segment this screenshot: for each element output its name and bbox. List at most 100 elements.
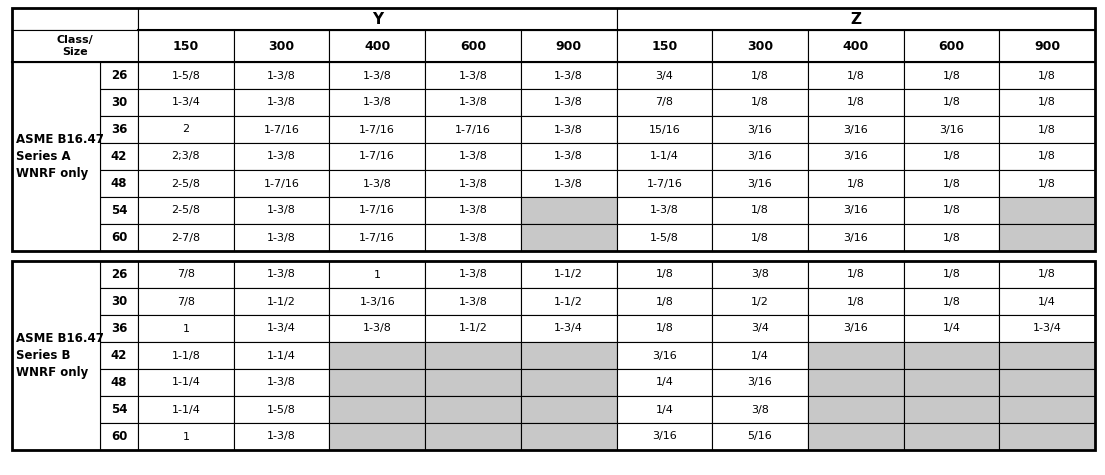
- Text: 48: 48: [110, 177, 127, 190]
- Text: 3/4: 3/4: [751, 323, 769, 333]
- Bar: [329, 143, 425, 170]
- Bar: [808, 288, 904, 315]
- Text: 1/8: 1/8: [943, 152, 960, 162]
- Bar: [808, 170, 904, 197]
- Text: 300: 300: [269, 39, 295, 53]
- Text: 1/8: 1/8: [655, 296, 673, 306]
- Bar: [713, 89, 808, 116]
- Text: 150: 150: [172, 39, 199, 53]
- Bar: [99, 342, 138, 369]
- Bar: [138, 8, 617, 30]
- Text: 400: 400: [843, 39, 869, 53]
- Bar: [999, 396, 1095, 423]
- Text: Class/
Size: Class/ Size: [56, 35, 94, 57]
- Bar: [425, 224, 520, 251]
- Bar: [808, 423, 904, 450]
- Bar: [999, 315, 1095, 342]
- Bar: [904, 62, 999, 89]
- Text: 1: 1: [182, 431, 189, 441]
- Text: 1/8: 1/8: [943, 97, 960, 107]
- Text: 1-1/4: 1-1/4: [171, 405, 200, 415]
- Bar: [425, 170, 520, 197]
- Bar: [617, 116, 713, 143]
- Bar: [904, 116, 999, 143]
- Bar: [904, 30, 999, 62]
- Bar: [99, 143, 138, 170]
- Bar: [138, 288, 233, 315]
- Bar: [233, 143, 329, 170]
- Bar: [425, 116, 520, 143]
- Text: 54: 54: [110, 403, 127, 416]
- Bar: [713, 423, 808, 450]
- Bar: [138, 89, 233, 116]
- Bar: [99, 261, 138, 288]
- Text: 36: 36: [110, 123, 127, 136]
- Bar: [999, 261, 1095, 288]
- Bar: [904, 170, 999, 197]
- Text: 1-7/16: 1-7/16: [646, 179, 682, 189]
- Text: 1/8: 1/8: [751, 232, 769, 243]
- Bar: [138, 315, 233, 342]
- Text: 30: 30: [110, 96, 127, 109]
- Bar: [904, 224, 999, 251]
- Text: 3/16: 3/16: [843, 232, 869, 243]
- Bar: [99, 62, 138, 89]
- Bar: [233, 30, 329, 62]
- Bar: [713, 62, 808, 89]
- Text: Y: Y: [371, 11, 382, 27]
- Text: 42: 42: [110, 150, 127, 163]
- Text: ASME B16.47
Series B
WNRF only: ASME B16.47 Series B WNRF only: [15, 332, 104, 379]
- Text: 600: 600: [460, 39, 486, 53]
- Bar: [713, 143, 808, 170]
- Text: 1-5/8: 1-5/8: [267, 405, 296, 415]
- Text: 1-1/2: 1-1/2: [555, 296, 583, 306]
- Bar: [329, 396, 425, 423]
- Text: 15/16: 15/16: [649, 124, 681, 134]
- Text: 7/8: 7/8: [177, 296, 194, 306]
- Text: 1-3/8: 1-3/8: [555, 70, 583, 80]
- Text: Z: Z: [850, 11, 861, 27]
- Text: 1/8: 1/8: [943, 70, 960, 80]
- Text: 1-3/8: 1-3/8: [362, 70, 391, 80]
- Bar: [425, 261, 520, 288]
- Text: 7/8: 7/8: [655, 97, 673, 107]
- Bar: [617, 423, 713, 450]
- Text: 1-3/8: 1-3/8: [267, 269, 296, 279]
- Text: 42: 42: [110, 349, 127, 362]
- Bar: [808, 89, 904, 116]
- Bar: [99, 396, 138, 423]
- Bar: [617, 143, 713, 170]
- Bar: [904, 288, 999, 315]
- Bar: [713, 197, 808, 224]
- Bar: [12, 261, 1095, 450]
- Bar: [138, 369, 233, 396]
- Text: 1-1/2: 1-1/2: [459, 323, 487, 333]
- Text: 1/8: 1/8: [1039, 97, 1056, 107]
- Bar: [617, 315, 713, 342]
- Bar: [617, 396, 713, 423]
- Text: 1/8: 1/8: [846, 70, 865, 80]
- Text: 54: 54: [110, 204, 127, 217]
- Text: 1: 1: [182, 323, 189, 333]
- Bar: [808, 315, 904, 342]
- Bar: [329, 288, 425, 315]
- Text: 1/8: 1/8: [751, 206, 769, 216]
- Text: 1-7/16: 1-7/16: [359, 124, 396, 134]
- Bar: [999, 197, 1095, 224]
- Bar: [808, 143, 904, 170]
- Bar: [425, 30, 520, 62]
- Bar: [904, 342, 999, 369]
- Text: 1-3/8: 1-3/8: [267, 206, 296, 216]
- Text: 2-5/8: 2-5/8: [171, 206, 200, 216]
- Bar: [808, 261, 904, 288]
- Bar: [233, 170, 329, 197]
- Text: 1-7/16: 1-7/16: [264, 124, 299, 134]
- Text: 3/16: 3/16: [843, 124, 869, 134]
- Text: 1/8: 1/8: [943, 269, 960, 279]
- Bar: [808, 62, 904, 89]
- Bar: [904, 197, 999, 224]
- Text: 3/16: 3/16: [843, 323, 869, 333]
- Bar: [233, 369, 329, 396]
- Text: 1-3/8: 1-3/8: [267, 152, 296, 162]
- Text: 1/8: 1/8: [943, 206, 960, 216]
